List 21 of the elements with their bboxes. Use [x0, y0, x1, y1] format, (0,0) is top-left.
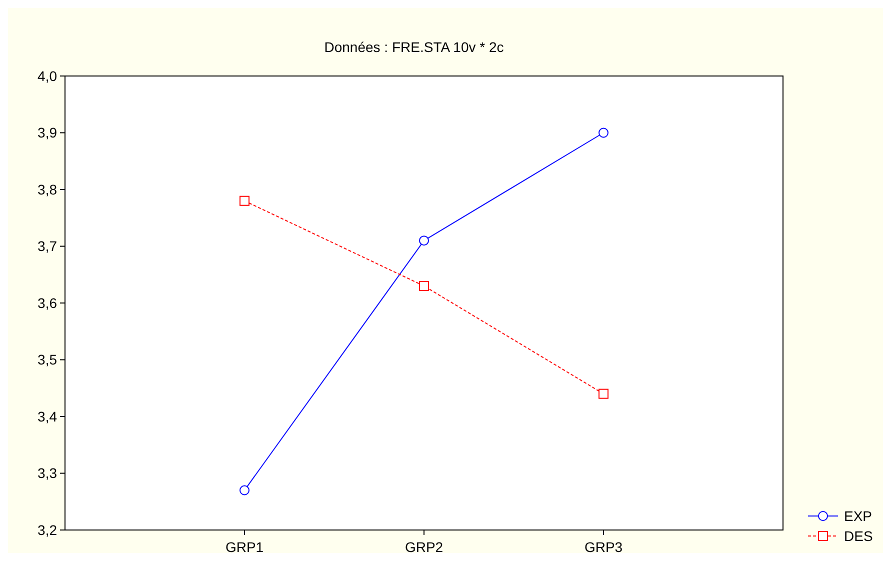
x-tick-label: GRP3: [584, 539, 623, 555]
legend-label: EXP: [844, 508, 872, 524]
y-tick-label: 3,5: [38, 352, 58, 368]
y-tick-label: 3,2: [38, 522, 58, 538]
x-tick-label: GRP2: [404, 539, 444, 555]
y-tick-label: 3,7: [38, 238, 58, 254]
point: [419, 280, 429, 291]
y-tick-label: 4,0: [38, 68, 58, 84]
y-tick-label: 3,8: [38, 181, 58, 198]
y-tick-label: 3,6: [38, 294, 58, 311]
point: [598, 388, 608, 399]
y-tick-label: 3,3: [38, 465, 58, 482]
legend-label: DES: [844, 528, 873, 544]
point: [240, 196, 250, 206]
point: [240, 485, 250, 496]
point: [598, 128, 608, 138]
y-tick-label: 3,4: [38, 408, 58, 424]
chart-title: Données : FRE.STA 10v * 2c: [324, 39, 504, 55]
x-tick-label: GRP1: [225, 539, 264, 555]
y-tick-label: 3,9: [38, 124, 58, 141]
point: [419, 236, 429, 246]
